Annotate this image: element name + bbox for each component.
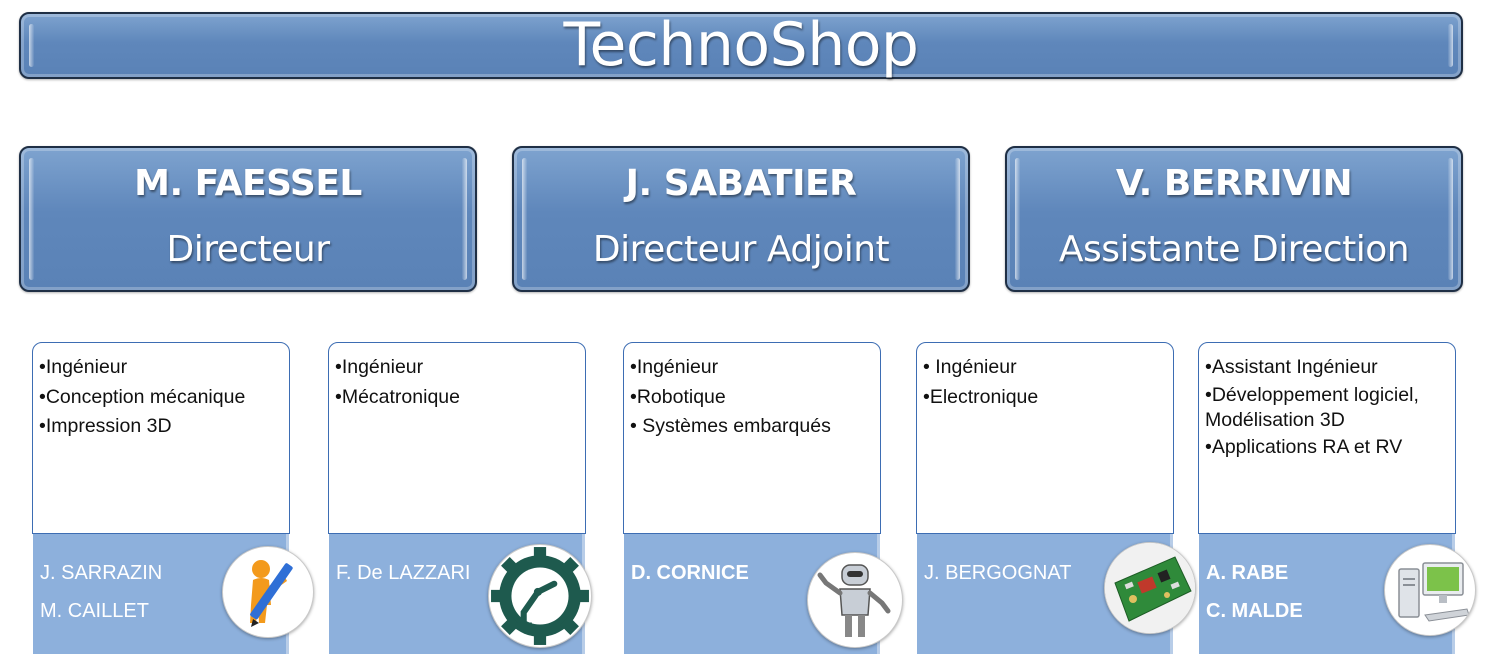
skill-item: •Electronique: [923, 385, 1039, 408]
team-card-software: •Assistant Ingénieur •Développement logi…: [1198, 342, 1476, 654]
team-card-mechatronics: •Ingénieur •Mécatronique F. De LAZZARI: [328, 342, 592, 654]
head-name: J. SABATIER: [625, 163, 857, 204]
head-box-deputy-director: J. SABATIER Directeur Adjoint: [512, 146, 970, 292]
skill-item: •Ingénieur: [39, 356, 128, 378]
member-name: D. CORNICE: [631, 562, 749, 584]
team-skills-box: •Assistant Ingénieur •Développement logi…: [1198, 342, 1456, 534]
member-name: J. SARRAZIN: [40, 562, 163, 584]
skill-item: •Robotique: [630, 385, 726, 408]
team-skills-box: •Ingénieur •Robotique • Systèmes embarqu…: [623, 342, 881, 534]
head-role: Directeur Adjoint: [592, 229, 890, 270]
robot-icon: [807, 552, 903, 648]
skill-item: •Développement logiciel,: [1205, 383, 1419, 406]
head-box-assistant: V. BERRIVIN Assistante Direction: [1005, 146, 1463, 292]
team-skills-box: •Ingénieur •Conception mécanique •Impres…: [32, 342, 290, 534]
member-name: J. BERGOGNAT: [924, 562, 1072, 584]
head-box-director: M. FAESSEL Directeur: [19, 146, 477, 292]
team-card-electronics: • Ingénieur •Electronique J. BERGOGNAT: [916, 342, 1196, 654]
team-skills-box: •Ingénieur •Mécatronique: [328, 342, 586, 534]
skill-item: •Conception mécanique: [39, 385, 246, 408]
skill-item: •Mécatronique: [335, 385, 460, 408]
skill-item: • Systèmes embarqués: [630, 415, 831, 437]
head-role: Directeur: [166, 229, 330, 270]
org-title: TechnoShop: [563, 10, 919, 80]
skill-item: Modélisation 3D: [1205, 408, 1345, 431]
head-role: Assistante Direction: [1058, 229, 1410, 270]
pencil-figure-icon: [222, 546, 314, 638]
title-banner: TechnoShop: [19, 12, 1463, 79]
skill-item: •Ingénieur: [630, 356, 719, 378]
member-name: C. MALDE: [1206, 600, 1303, 622]
member-name: M. CAILLET: [40, 600, 149, 622]
head-name: M. FAESSEL: [134, 163, 362, 204]
skill-item: • Ingénieur: [923, 356, 1017, 378]
skill-item: •Ingénieur: [335, 356, 424, 378]
member-name: F. De LAZZARI: [336, 562, 471, 584]
skill-item: •Applications RA et RV: [1205, 435, 1403, 458]
team-skills-box: • Ingénieur •Electronique: [916, 342, 1174, 534]
member-name: A. RABE: [1206, 562, 1289, 584]
computer-icon: [1384, 544, 1476, 636]
head-name: V. BERRIVIN: [1115, 163, 1353, 204]
skill-item: •Impression 3D: [39, 415, 172, 437]
skill-item: •Assistant Ingénieur: [1205, 356, 1378, 378]
team-card-robotics: •Ingénieur •Robotique • Systèmes embarqu…: [623, 342, 903, 654]
team-card-mechanical: •Ingénieur •Conception mécanique •Impres…: [32, 342, 314, 654]
robot-arm-gear-icon: [488, 544, 592, 648]
circuit-board-icon: [1104, 542, 1196, 634]
